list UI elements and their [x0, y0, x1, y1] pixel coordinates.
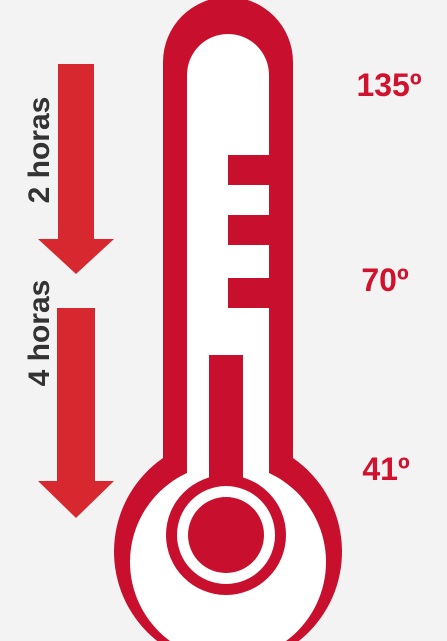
- top-arrow-label: 2 horas: [23, 97, 56, 204]
- thermometer-inner: [130, 34, 326, 641]
- temperature-mid-label: 70º: [361, 262, 409, 298]
- thermometer-tick-3: [228, 278, 269, 308]
- down-arrow-icon: [38, 308, 114, 518]
- thermometer-icon: [114, 0, 342, 641]
- down-arrow-icon: [38, 64, 114, 274]
- thermometer-bulb: [188, 497, 264, 573]
- temperature-high-label: 135º: [356, 67, 421, 103]
- thermometer-tick-1: [228, 155, 269, 185]
- thermometer-tick-2: [228, 215, 269, 245]
- bottom-arrow-label: 4 horas: [23, 280, 56, 387]
- temperature-low-label: 41º: [362, 451, 410, 487]
